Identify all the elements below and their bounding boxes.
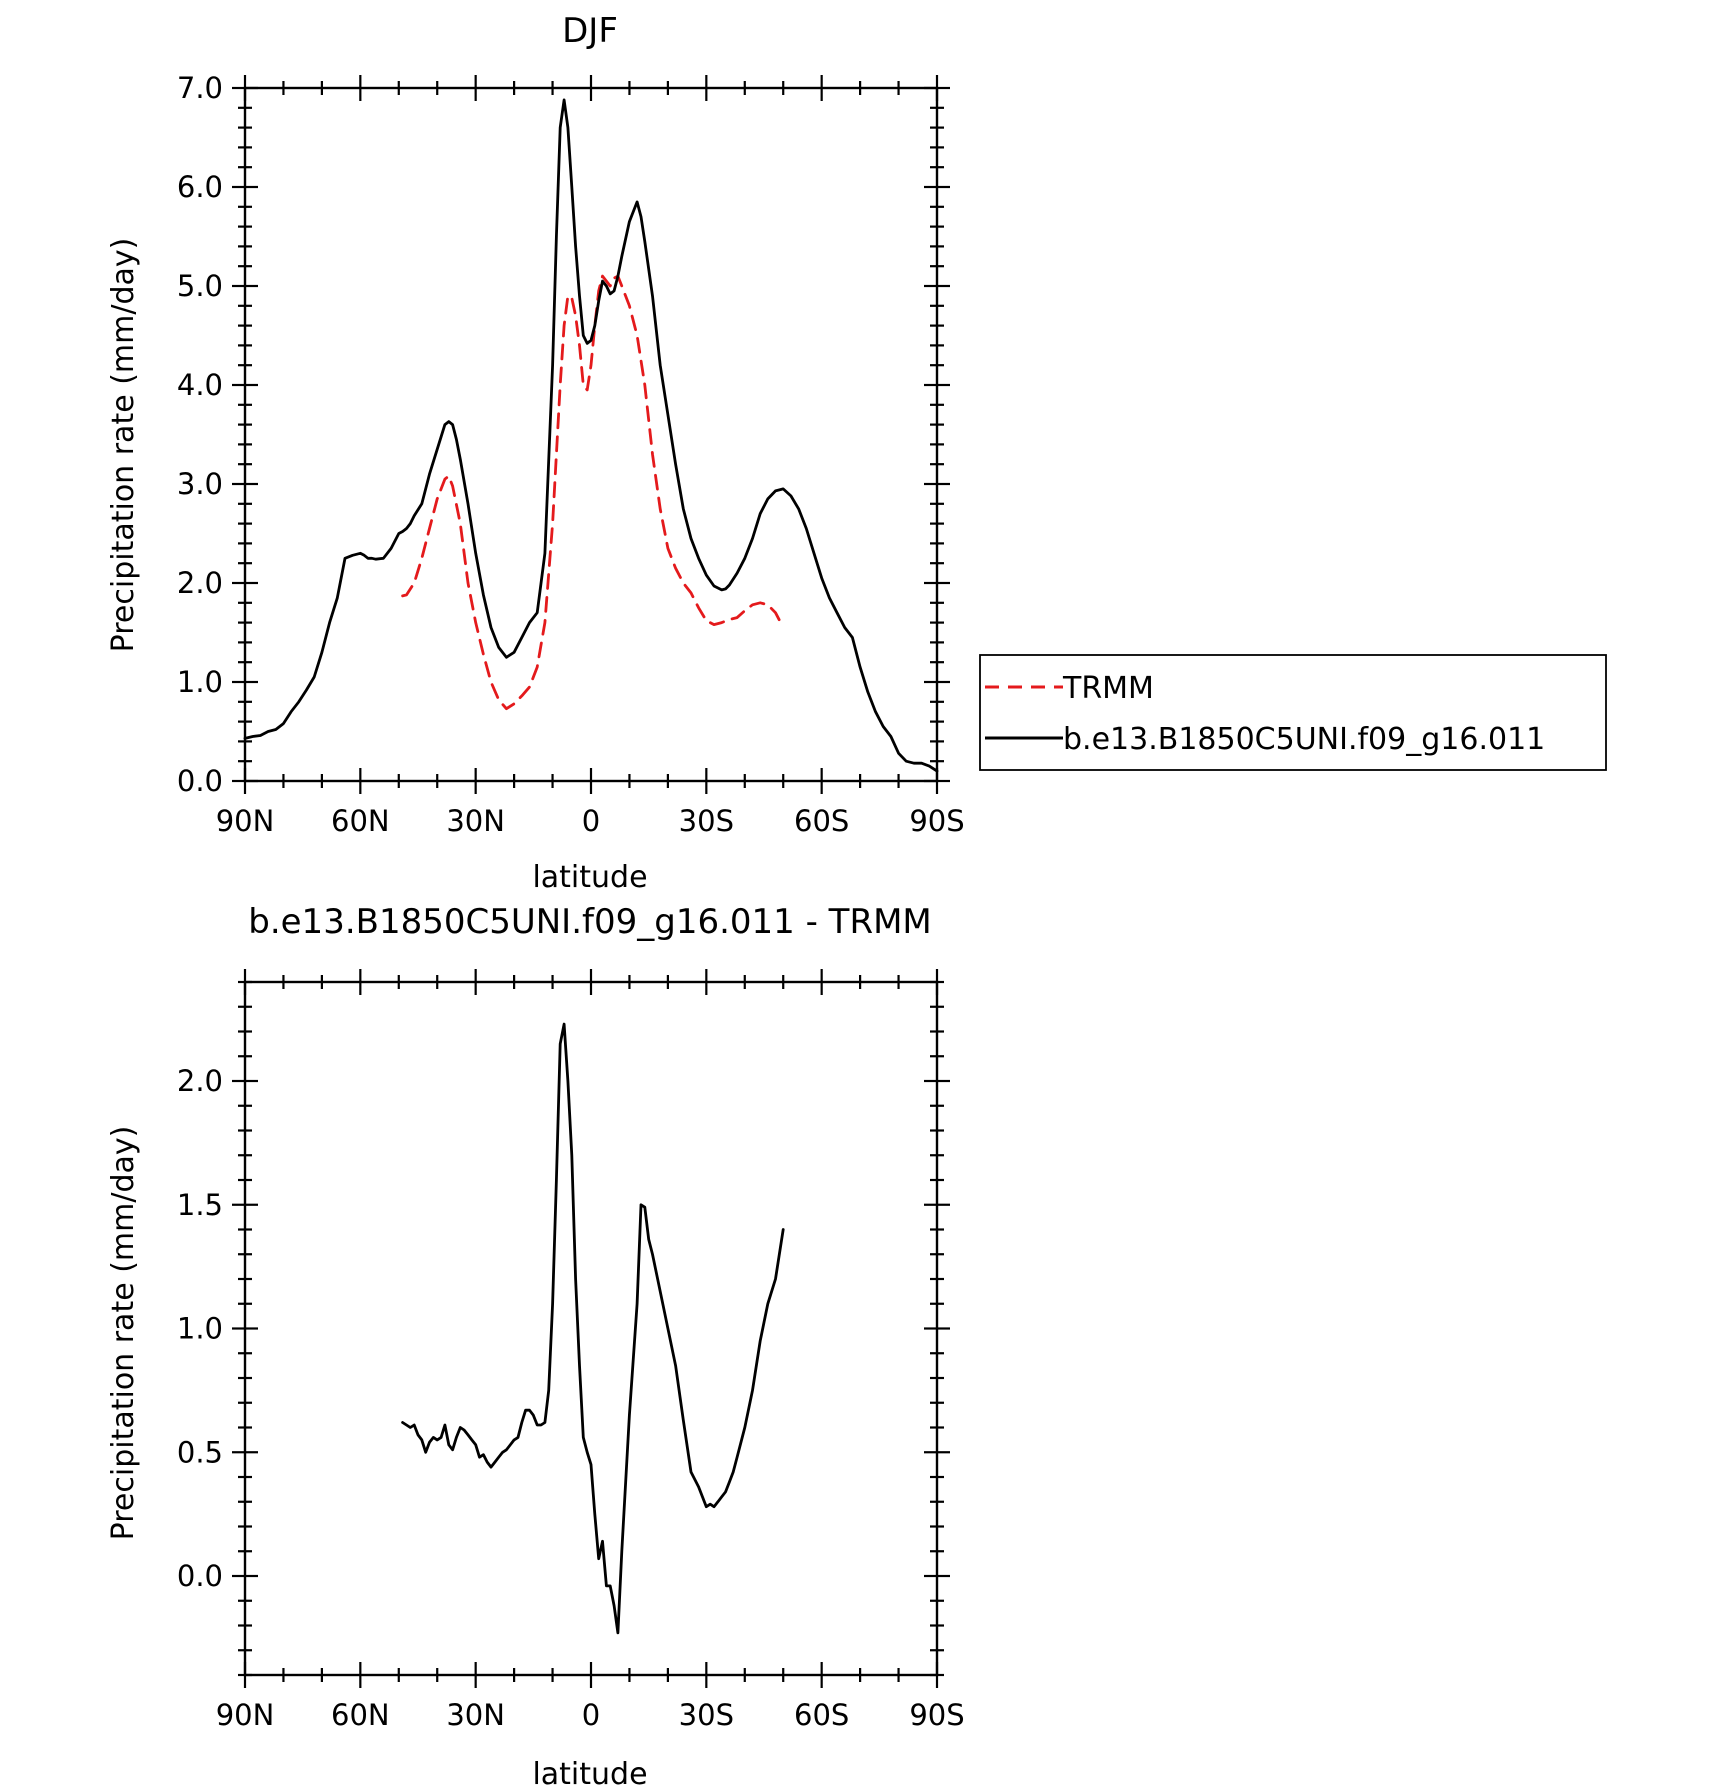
top-x-tick-label: 90S [909,804,964,838]
top-series-line-dashed-0 [401,274,785,711]
bottom-x-tick-label: 90N [216,1698,275,1732]
panel-bottom: b.e13.B1850C5UNI.f09_g16.011 - TRMM 90N 6… [106,902,965,1789]
top-y-tick-label: 1.0 [177,665,223,699]
top-y-tick-label: 4.0 [177,368,223,402]
legend-label-model: b.e13.B1850C5UNI.f09_g16.011 [1063,722,1545,757]
top-x-tick-label: 60N [331,804,390,838]
bottom-x-tick-label: 60S [794,1698,849,1732]
legend-label-trmm: TRMM [1062,671,1154,706]
bottom-chart-title: b.e13.B1850C5UNI.f09_g16.011 - TRMM [248,902,932,942]
bottom-x-tick-label: 60N [331,1698,390,1732]
top-series-line-solid-1 [243,98,939,773]
bottom-x-tick-label: 30N [446,1698,505,1732]
legend-box [979,654,1607,771]
bottom-x-axis-label: latitude [532,1757,647,1789]
top-plot-area: 90N 60N 30N 0 30S 60S 90S 0.0 1.0 2.0 3.0 4.0 5.0 6.0… [177,71,965,838]
panel-top: DJF 90N 60N 30N 0 30S 60S 90S 0.0 1.0 2.0 3.0 4.0 5.… [106,11,965,895]
top-x-axis-label: latitude [532,860,647,895]
bottom-y-tick-label: 0.5 [177,1435,223,1469]
top-y-axis-label: Precipitation rate (mm/day) [106,238,141,653]
bottom-x-tick-label: 30S [679,1698,734,1732]
top-chart-title: DJF [562,11,618,51]
top-x-tick-label: 30N [446,804,505,838]
bottom-x-tick-label: 90S [909,1698,964,1732]
bottom-plot-frame [243,980,939,1677]
top-x-tick-label: 30S [679,804,734,838]
top-y-tick-label: 0.0 [177,764,223,798]
bottom-y-tick-label: 1.0 [177,1312,223,1346]
top-y-tick-label: 5.0 [177,269,223,303]
top-x-tick-label: 90N [216,804,275,838]
top-x-tick-label: 60S [794,804,849,838]
top-y-tick-label: 7.0 [177,71,223,105]
bottom-y-tick-label: 2.0 [177,1064,223,1098]
bottom-y-tick-label: 0.0 [177,1559,223,1593]
bottom-plot-area: 90N 60N 30N 0 30S 60S 90S 0.0 0.5 1.0 1.5 2.0 [177,969,965,1732]
bottom-y-tick-label: 1.5 [177,1188,223,1222]
top-y-tick-label: 2.0 [177,566,223,600]
bottom-series-line-solid-0 [401,1022,785,1635]
bottom-x-tick-label: 0 [582,1698,600,1732]
bottom-y-axis-label: Precipitation rate (mm/day) [106,1126,141,1541]
top-plot-frame [243,86,939,783]
top-y-tick-label: 6.0 [177,170,223,204]
legend: TRMM b.e13.B1850C5UNI.f09_g16.011 [979,654,1607,771]
top-y-tick-label: 3.0 [177,467,223,501]
top-x-tick-label: 0 [582,804,600,838]
